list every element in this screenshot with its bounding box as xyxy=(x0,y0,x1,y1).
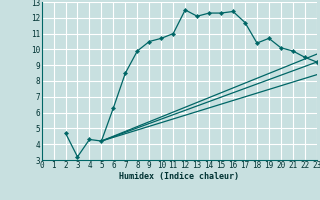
X-axis label: Humidex (Indice chaleur): Humidex (Indice chaleur) xyxy=(119,172,239,181)
